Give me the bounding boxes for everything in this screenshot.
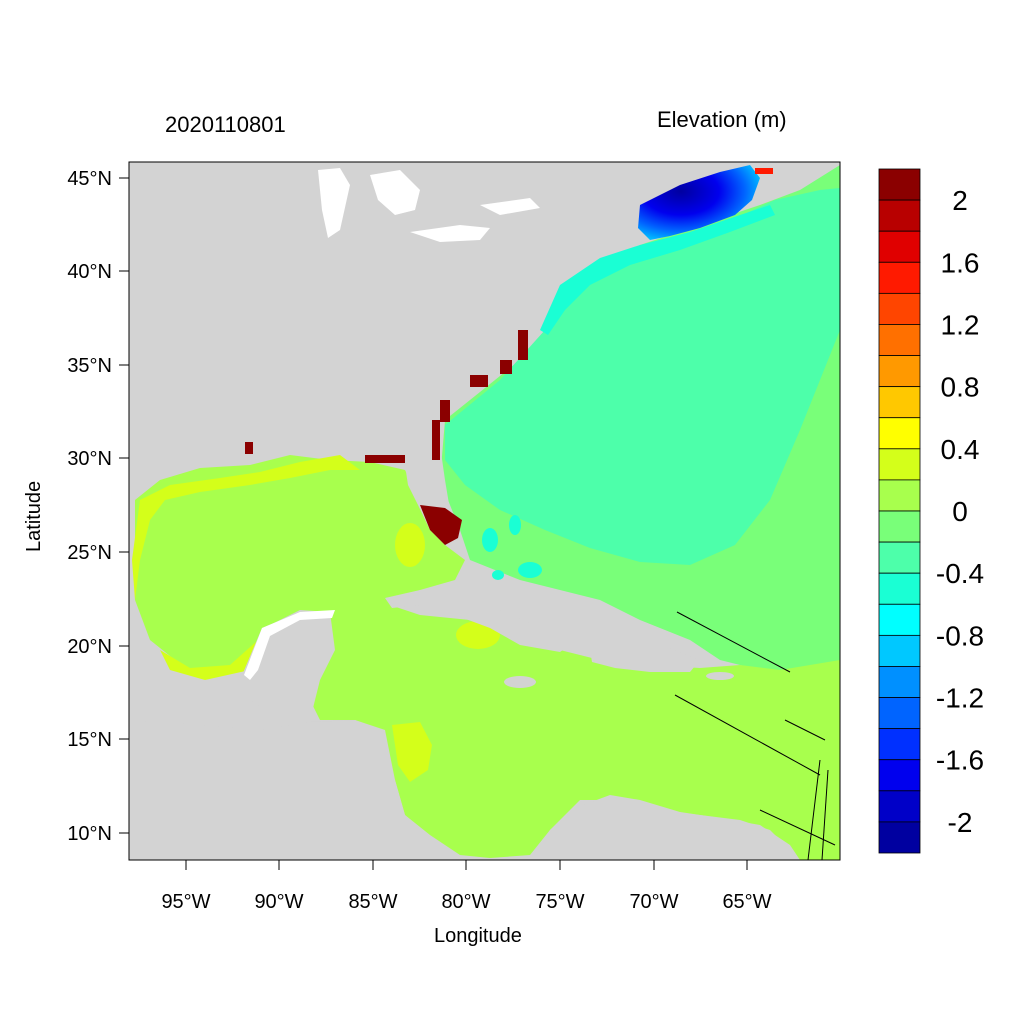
- jamaica-land: [504, 676, 536, 688]
- colorbar-swatch: [878, 790, 921, 823]
- map-panel: [129, 162, 840, 860]
- colorbar-label: 0: [952, 496, 968, 527]
- colorbar-label: 0.4: [941, 434, 980, 465]
- colorbar: 2 1.6 1.2 0.8 0.4 0 -0.4 -0.8 -1.2 -1.6 -2: [878, 168, 984, 854]
- colorbar-label: 2: [952, 185, 968, 216]
- y-tick-label: 15°N: [67, 729, 112, 751]
- florida-shelf-patch: [395, 523, 425, 567]
- colorbar-label: -1.6: [936, 745, 984, 776]
- gulf-of-maine-low: [638, 165, 760, 240]
- colorbar-label: 0.8: [941, 372, 980, 403]
- x-axis: 95°W 90°W 85°W 80°W 75°W 70°W 65°W: [161, 860, 772, 913]
- yucatan-coastal-band: [160, 640, 258, 680]
- cuba-land: [385, 590, 570, 652]
- colorbar-swatch: [878, 417, 921, 450]
- y-axis-title: Latitude: [23, 480, 45, 552]
- colorbar-swatch: [878, 510, 921, 543]
- colorbar-label: -2: [948, 807, 973, 838]
- colorbar-swatch: [878, 541, 921, 574]
- gulf-and-caribbean: [135, 455, 840, 860]
- colorbar-swatch: [878, 634, 921, 667]
- colorbar-label: 1.2: [941, 309, 980, 340]
- y-axis: 45°N 40°N 35°N 30°N 25°N 20°N 15°N 10°N: [67, 168, 129, 845]
- cuba-south-patch: [456, 621, 500, 649]
- hispaniola-land: [590, 645, 700, 672]
- colorbar-swatch: [878, 261, 921, 294]
- colorbar-swatch: [878, 324, 921, 356]
- colorbar-swatch: [878, 448, 921, 481]
- puerto-rico-land: [706, 672, 734, 680]
- gulf-maine-red-spot: [755, 168, 773, 174]
- colorbar-swatch: [878, 666, 921, 698]
- colorbar-swatch: [878, 697, 921, 730]
- south-florida-high-water: [420, 505, 462, 545]
- transect-lines: [674, 611, 836, 860]
- gulf-coastal-band: [132, 455, 360, 600]
- map-variable-label: Elevation (m): [657, 107, 787, 132]
- colorbar-label: 1.6: [941, 247, 980, 278]
- bahamas: [482, 515, 542, 580]
- map-date-label: 2020110801: [165, 112, 286, 137]
- central-america-coastal-band: [392, 722, 432, 782]
- colorbar-swatch: [878, 292, 921, 325]
- y-tick-label: 25°N: [67, 542, 112, 564]
- x-axis-title: Longitude: [434, 925, 522, 947]
- y-tick-label: 30°N: [67, 448, 112, 470]
- colorbar-swatch: [878, 230, 921, 263]
- south-america-land: [530, 795, 800, 860]
- x-tick-label: 65°W: [722, 891, 771, 913]
- x-tick-label: 75°W: [535, 891, 584, 913]
- colorbar-swatch: [878, 168, 921, 201]
- colorbar-label: -1.2: [936, 683, 984, 714]
- colorbar-label: -0.8: [936, 620, 984, 651]
- east-coast-high-water: [245, 330, 528, 463]
- y-tick-label: 10°N: [67, 823, 112, 845]
- colorbar-swatch: [878, 386, 921, 419]
- coastal-shelf-band: [540, 205, 775, 335]
- x-tick-label: 70°W: [629, 891, 678, 913]
- colorbar-swatch: [878, 821, 921, 854]
- atlantic-ocean: [445, 188, 840, 565]
- x-tick-label: 90°W: [254, 891, 303, 913]
- colorbar-swatch: [878, 199, 921, 232]
- y-tick-label: 40°N: [67, 261, 112, 283]
- colorbar-swatch: [878, 759, 921, 792]
- x-tick-label: 95°W: [161, 891, 210, 913]
- central-america-land: [129, 720, 440, 860]
- colorbar-swatch: [878, 572, 921, 605]
- y-tick-label: 35°N: [67, 355, 112, 377]
- y-tick-label: 45°N: [67, 168, 112, 190]
- yucatan-coast-edge: [244, 610, 335, 680]
- y-tick-label: 20°N: [67, 636, 112, 658]
- colorbar-swatch: [878, 355, 921, 388]
- x-tick-label: 85°W: [348, 891, 397, 913]
- x-tick-label: 80°W: [441, 891, 490, 913]
- colorbar-swatch: [878, 479, 921, 512]
- colorbar-label: -0.4: [936, 558, 984, 589]
- colorbar-swatch: [878, 603, 921, 636]
- colorbar-swatch: [878, 728, 921, 761]
- great-lakes: [318, 168, 540, 242]
- plot-frame: [128, 161, 841, 861]
